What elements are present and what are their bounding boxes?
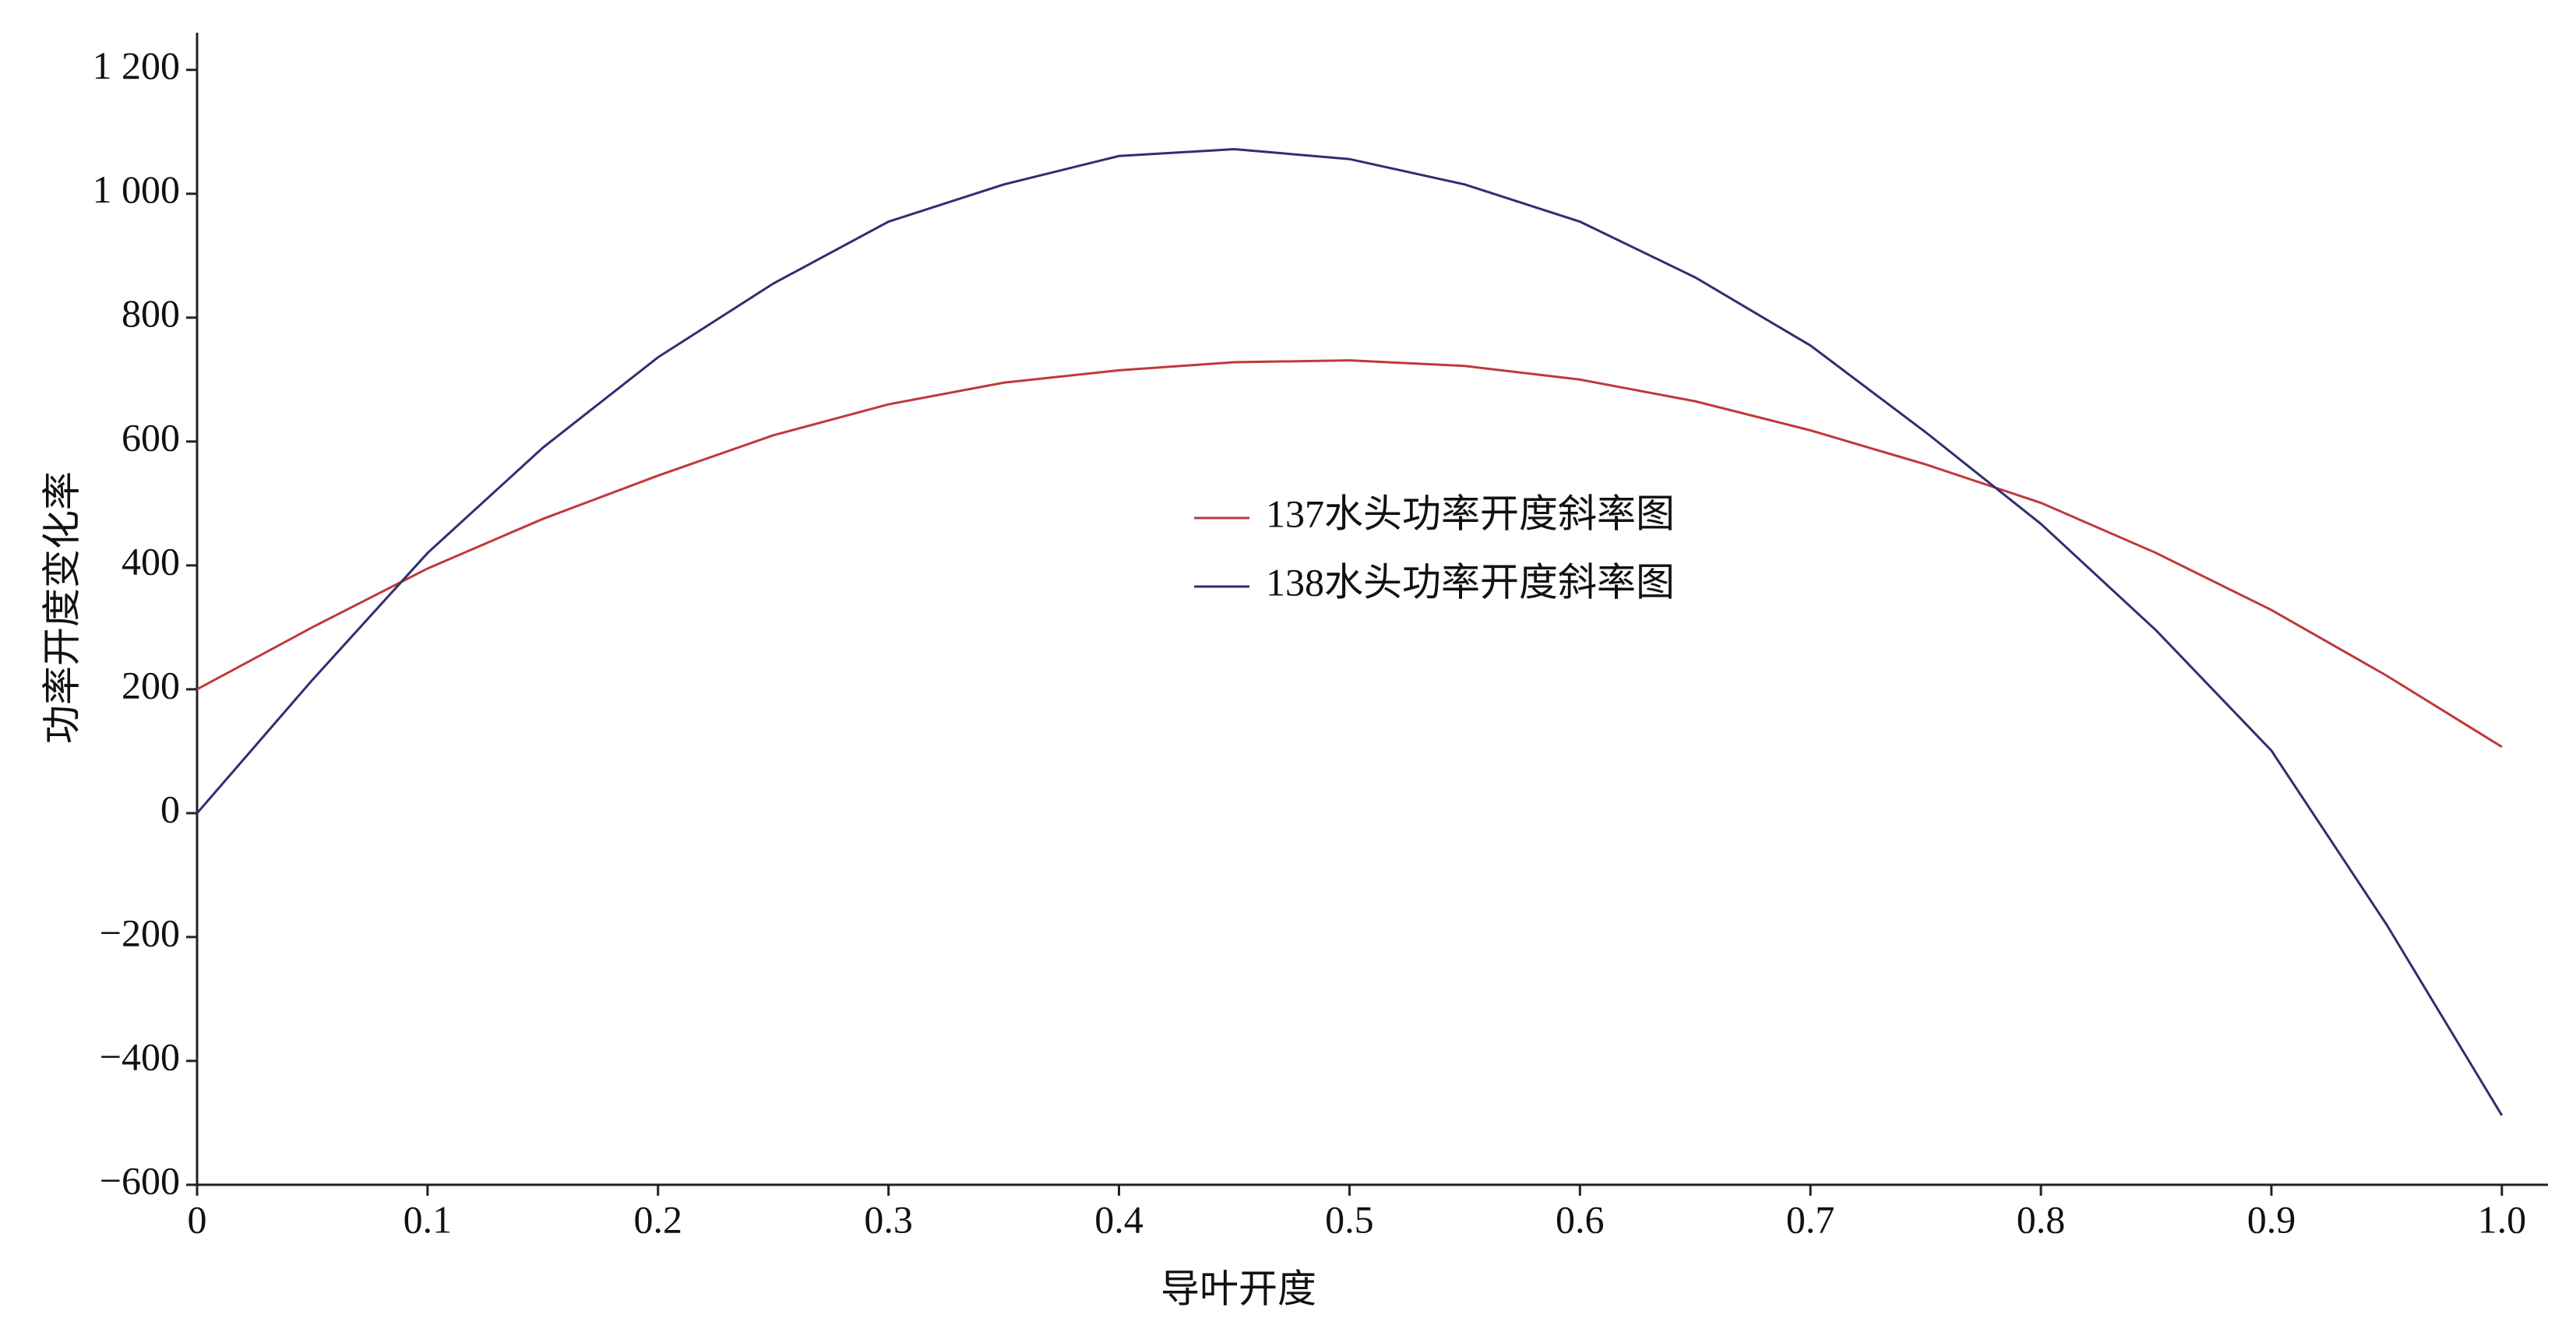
x-tick-label: 0.8: [2017, 1197, 2066, 1241]
y-tick-label: 600: [122, 415, 180, 459]
series-line: [196, 147, 2504, 1116]
x-tick-label: 0.9: [2247, 1197, 2296, 1241]
x-tick-label: 0.2: [634, 1197, 683, 1241]
y-tick-label: 1 000: [93, 167, 181, 211]
legend-label: 137水头功率开度斜率图: [1266, 492, 1675, 535]
x-tick-label: 0.3: [864, 1197, 913, 1241]
x-tick-label: 0.5: [1325, 1197, 1374, 1241]
x-tick-label: 1.0: [2478, 1197, 2527, 1241]
legend-label: 138水头功率开度斜率图: [1266, 560, 1675, 604]
y-tick-label: 0: [160, 787, 180, 830]
y-axis-label: 功率开度变化率: [40, 471, 83, 744]
y-tick-label: −200: [100, 911, 180, 954]
x-tick-label: 0.6: [1556, 1197, 1605, 1241]
x-tick-label: 0.4: [1094, 1197, 1144, 1241]
y-tick-label: 800: [122, 291, 180, 335]
x-axis-label: 导叶开度: [1161, 1267, 1316, 1310]
x-tick-label: 0.7: [1786, 1197, 1835, 1241]
y-tick-label: 400: [122, 539, 180, 583]
series-line: [196, 359, 2503, 749]
x-tick-label: 0.1: [403, 1197, 453, 1241]
y-tick-label: −400: [100, 1034, 180, 1078]
y-tick-label: 1 200: [93, 44, 181, 87]
y-tick-label: 200: [122, 663, 180, 707]
y-tick-label: −600: [100, 1158, 180, 1202]
x-tick-label: 0: [188, 1197, 207, 1241]
